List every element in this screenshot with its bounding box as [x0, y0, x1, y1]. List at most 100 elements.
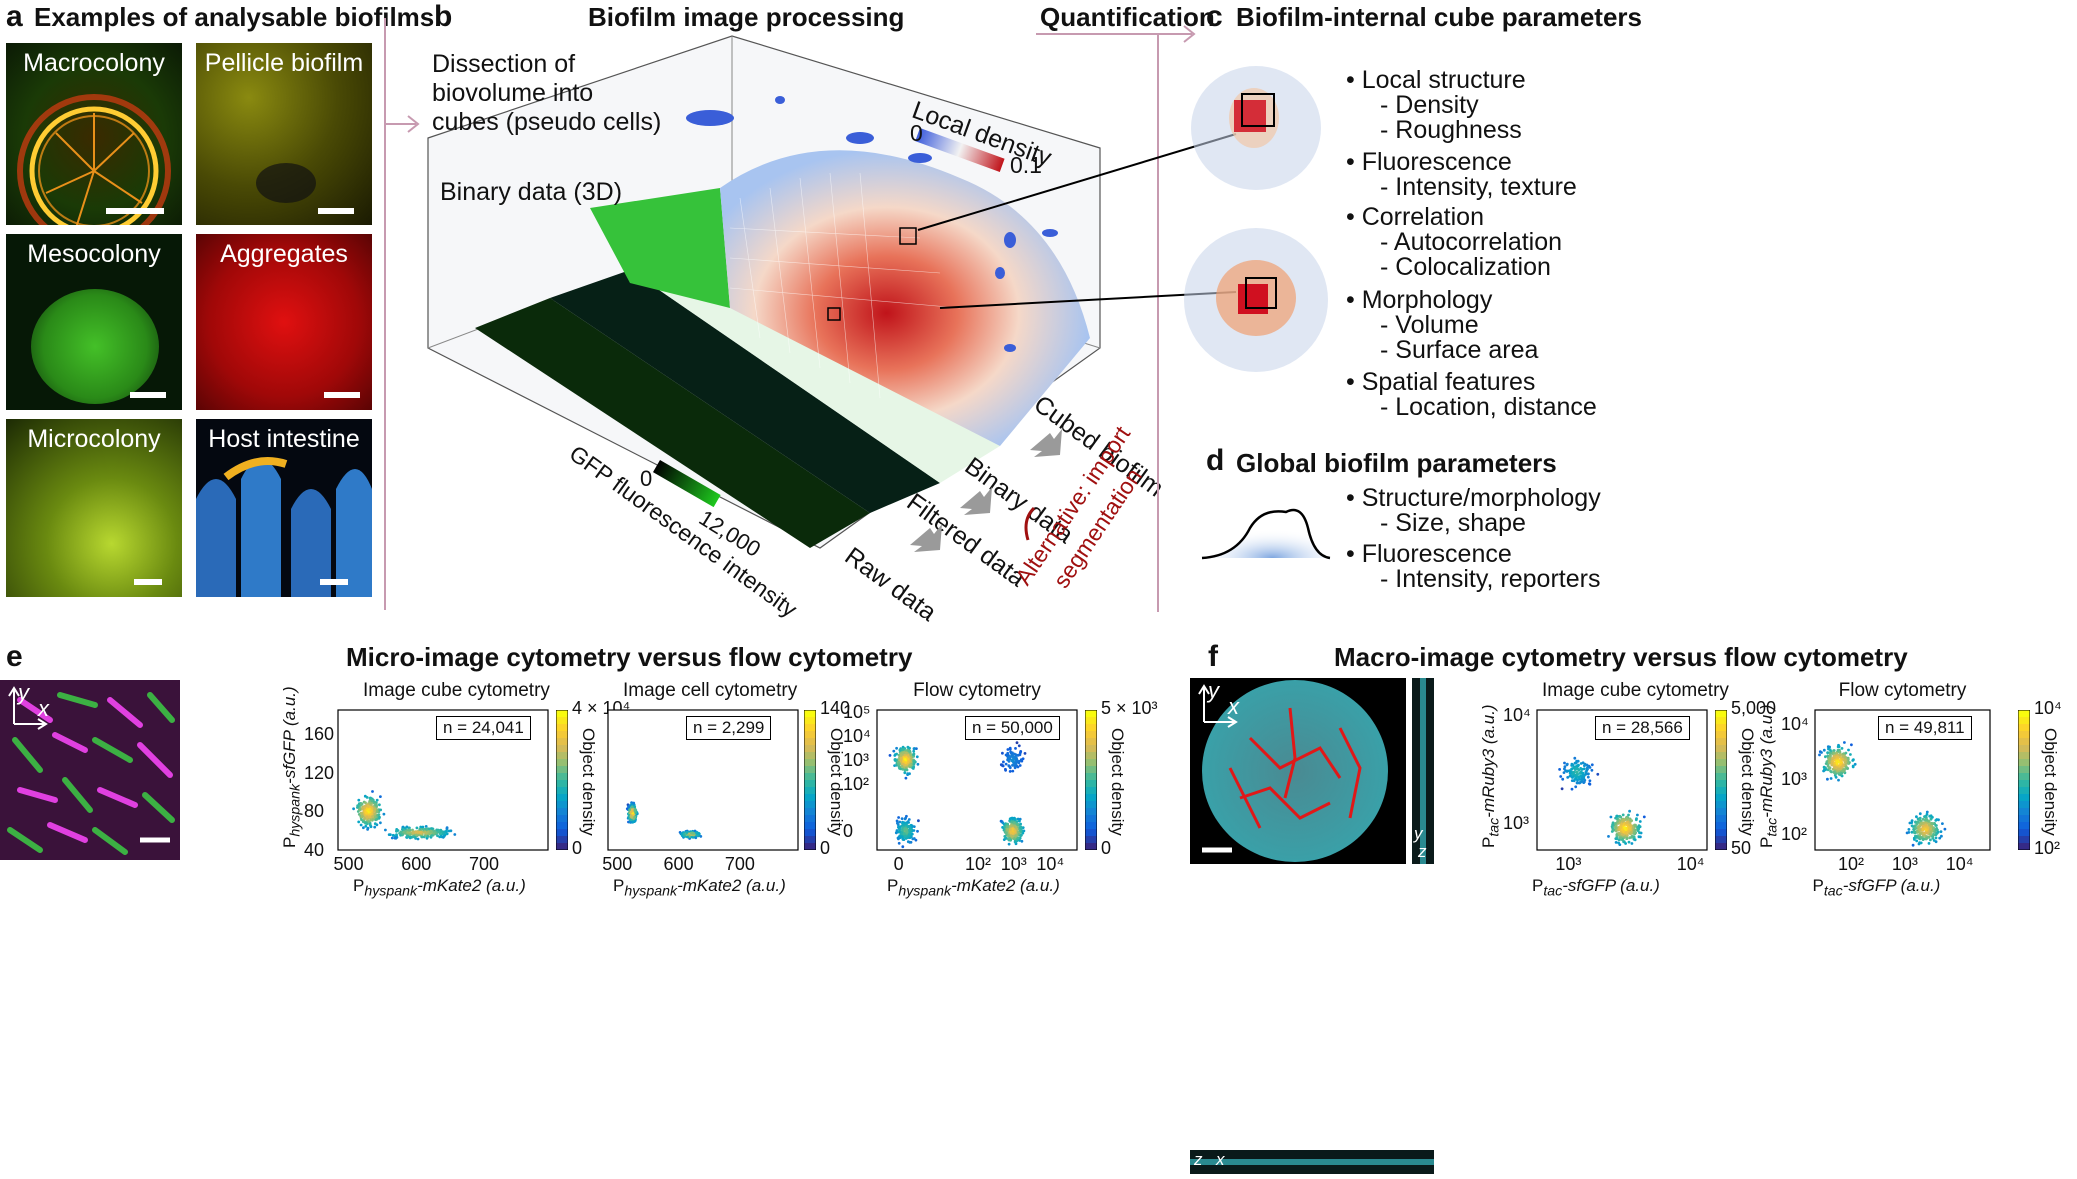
data-point — [902, 823, 905, 826]
data-point — [633, 815, 637, 819]
data-point — [1925, 812, 1929, 816]
panel-d-letter: d — [1206, 444, 1225, 477]
data-point — [363, 816, 367, 820]
colorbar-segment — [804, 836, 816, 844]
data-point — [1617, 841, 1620, 845]
data-point — [1929, 827, 1932, 831]
data-point — [366, 828, 369, 831]
data-point — [1635, 817, 1638, 820]
data-point — [892, 749, 896, 753]
data-point — [1014, 835, 1018, 838]
data-point — [1838, 758, 1842, 762]
colorbar-segment — [1085, 759, 1097, 767]
data-point — [1846, 761, 1850, 765]
colorbar-segment — [1715, 752, 1727, 760]
data-point — [1853, 762, 1857, 766]
data-point — [1923, 831, 1926, 835]
x-tick-label: 0 — [893, 854, 904, 874]
data-point — [1016, 817, 1020, 821]
data-point — [1622, 833, 1625, 837]
scale-bar — [134, 579, 162, 585]
data-point — [1921, 824, 1925, 828]
data-point — [1842, 752, 1846, 755]
data-point — [1609, 815, 1613, 819]
data-point — [1936, 830, 1940, 834]
colorbar-segment — [2018, 843, 2030, 850]
data-point — [401, 832, 404, 836]
gfp-min: 0 — [640, 466, 653, 491]
data-point — [408, 833, 412, 836]
data-point — [429, 829, 433, 833]
data-point — [908, 763, 912, 767]
bullet-local-structure: • Local structure — [1346, 66, 1526, 94]
bullet-fluorescence-global: • Fluorescence — [1346, 540, 1512, 568]
data-point — [1008, 766, 1012, 770]
data-point — [1630, 830, 1633, 834]
data-point — [1836, 748, 1840, 752]
data-point — [906, 773, 909, 776]
processing-step-arrows — [910, 429, 1062, 552]
x-tick-label: 600 — [401, 854, 432, 874]
colorbar — [1715, 710, 1727, 850]
axes-arrows-icon — [8, 686, 48, 730]
macro-side-view-image: y z — [1412, 678, 1434, 864]
data-point — [364, 811, 368, 814]
data-point — [1943, 827, 1947, 831]
colorbar-segment — [804, 815, 816, 823]
y-axis-label: Physpank-sfGFP (a.u.) — [280, 686, 304, 848]
x-axis-label: Physpank-mKate2 (a.u.) — [353, 876, 526, 900]
data-point — [1019, 834, 1023, 837]
data-point — [1011, 828, 1014, 832]
data-point — [1562, 771, 1566, 774]
data-point — [1611, 821, 1615, 825]
x-tick-label: 700 — [469, 854, 500, 874]
data-point — [445, 829, 448, 833]
data-point — [1614, 837, 1618, 840]
data-point — [1919, 836, 1923, 840]
colorbar-segment — [804, 843, 816, 850]
data-point — [895, 829, 899, 832]
n-count-label: n = 2,299 — [686, 716, 772, 740]
data-point — [1918, 828, 1921, 832]
data-point — [1935, 818, 1939, 821]
data-point — [699, 835, 703, 838]
data-point — [1558, 768, 1561, 771]
colorbar-segment — [556, 815, 568, 823]
micro-image: y x — [0, 680, 180, 860]
colorbar-segment — [1085, 710, 1097, 718]
data-point — [691, 835, 695, 839]
data-point — [906, 840, 910, 844]
data-point — [414, 831, 418, 835]
data-point — [1919, 841, 1923, 845]
colorbar-segment — [556, 710, 568, 718]
bullet-correlation: • Correlation — [1346, 203, 1484, 231]
data-point — [1840, 747, 1844, 750]
data-point — [360, 815, 364, 818]
data-point — [373, 825, 377, 829]
data-point — [912, 825, 916, 828]
biofilm-3d-render — [427, 35, 1101, 549]
data-point — [1020, 839, 1024, 843]
data-point — [904, 834, 907, 838]
data-point — [424, 825, 428, 828]
data-point — [1575, 766, 1578, 770]
data-point — [1629, 819, 1633, 822]
data-point — [401, 827, 404, 831]
data-point — [909, 757, 913, 761]
data-point — [1588, 779, 1592, 783]
data-point — [905, 822, 908, 826]
data-point — [445, 832, 449, 836]
tile-label: Pellicle biofilm — [204, 49, 364, 77]
data-point — [373, 808, 376, 811]
data-point — [915, 755, 919, 759]
data-point — [1011, 769, 1015, 773]
data-point — [430, 834, 433, 838]
x-tick-label: 10³ — [1555, 854, 1582, 874]
data-point — [1568, 772, 1572, 775]
data-point — [685, 830, 689, 834]
data-point — [903, 771, 907, 775]
sub-item: - Surface area — [1380, 336, 1539, 364]
arrow-a-to-b — [386, 115, 420, 133]
data-point — [1835, 755, 1839, 759]
data-point — [1016, 823, 1020, 827]
